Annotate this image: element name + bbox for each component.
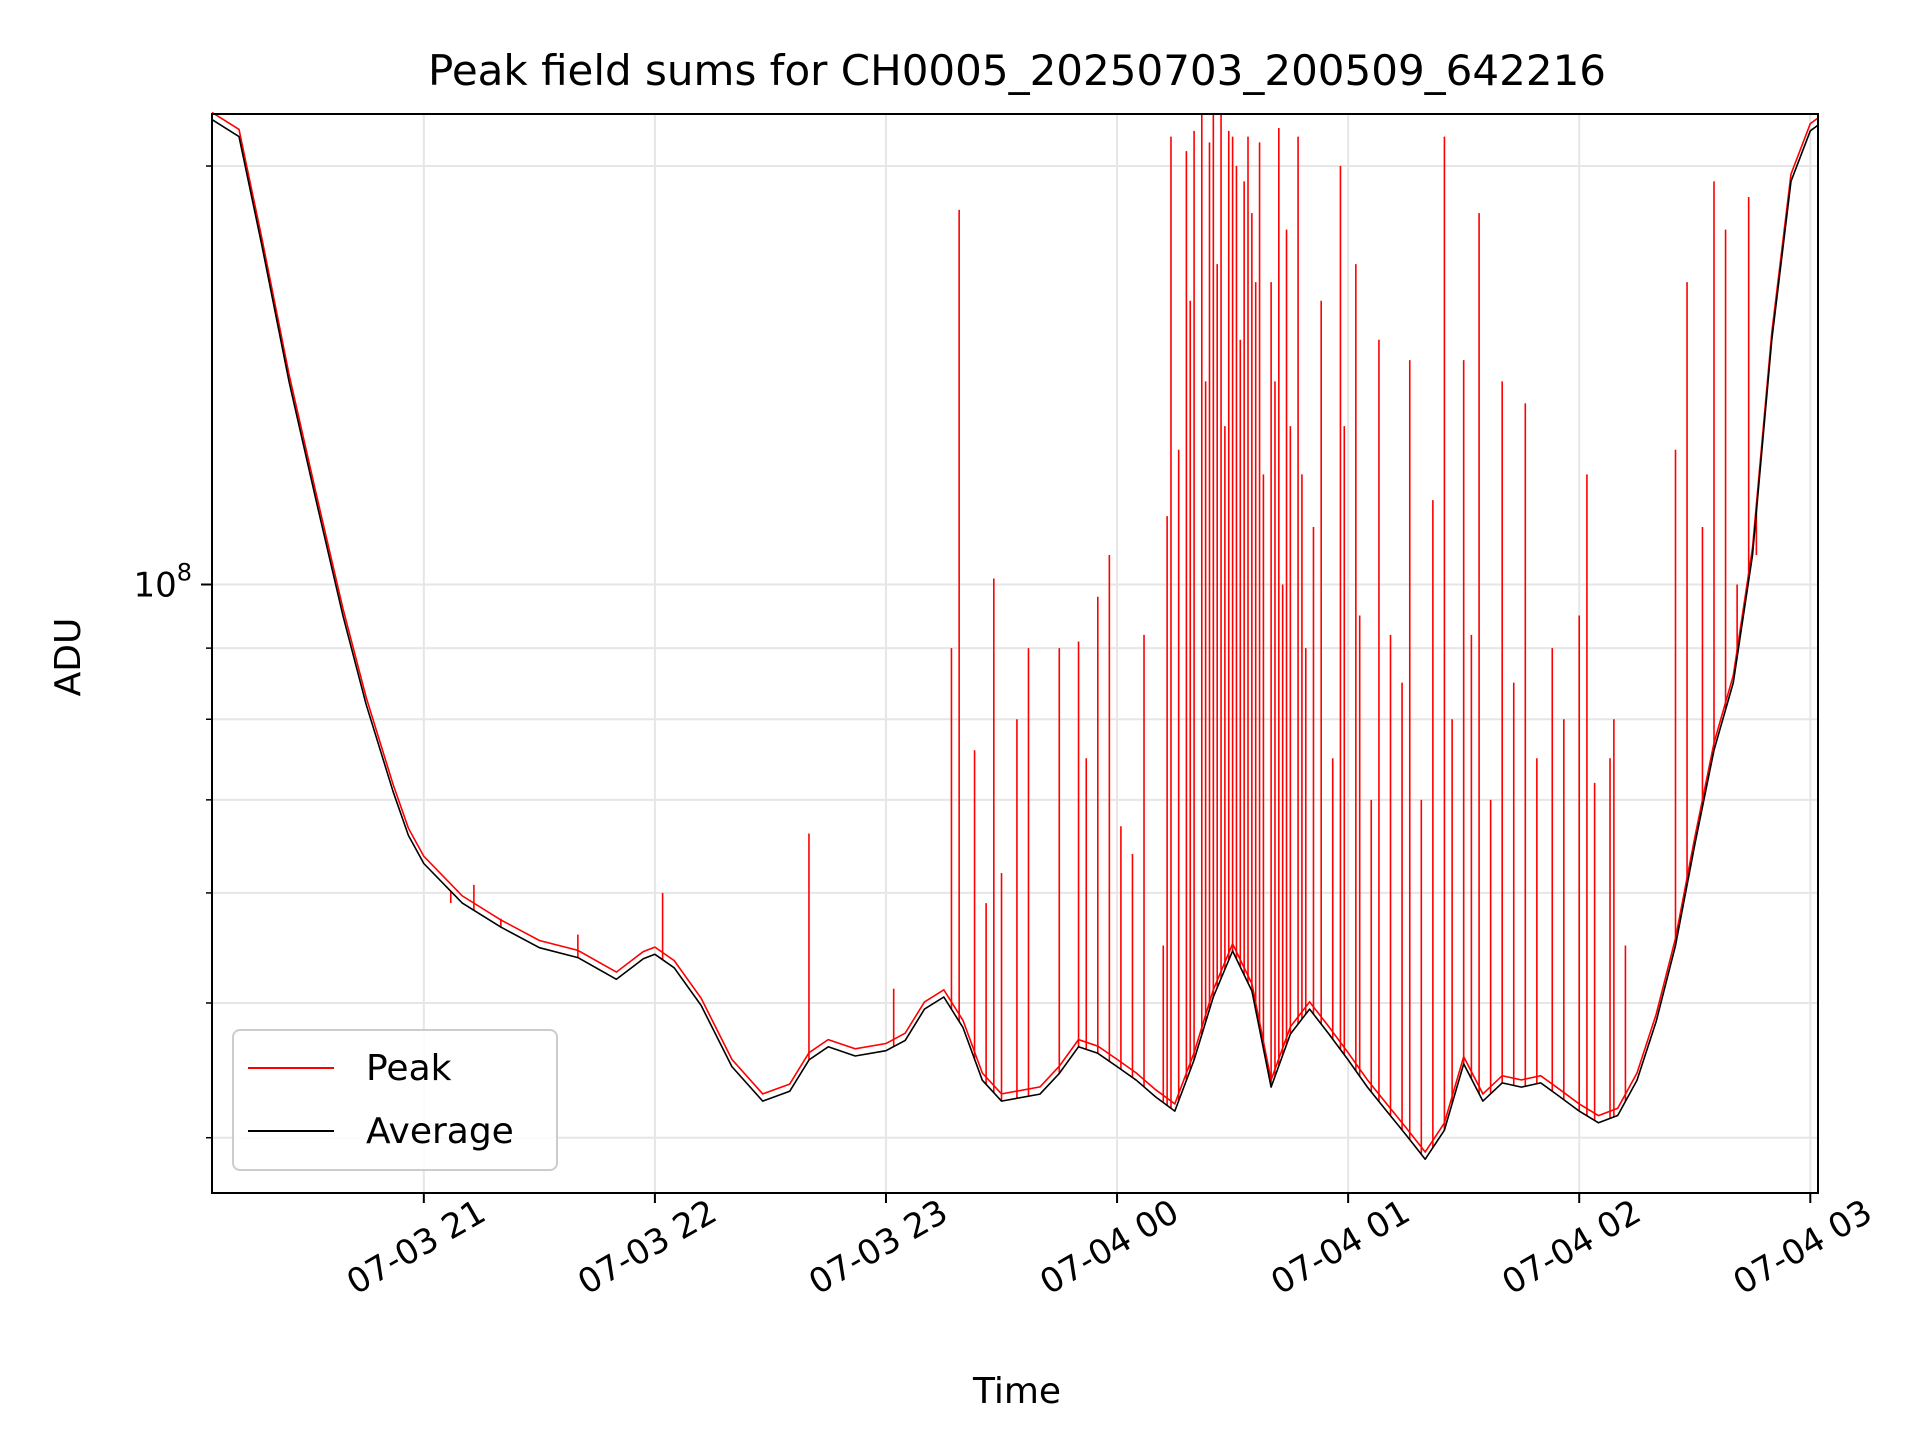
x-tick-label: 07-04 00	[1033, 1192, 1185, 1303]
x-axis-label: Time	[972, 1371, 1061, 1412]
series-peak-baseline	[211, 111, 1819, 1154]
legend-label-average: Average	[366, 1111, 514, 1152]
plot-series	[211, 111, 1819, 1160]
x-tick-label: 07-03 22	[571, 1192, 723, 1303]
legend-box	[232, 1029, 558, 1171]
x-tick-label: 07-04 01	[1264, 1192, 1416, 1303]
y-tick-label: 108	[133, 559, 192, 606]
x-tick-label: 07-03 21	[340, 1192, 492, 1303]
x-tick-label: 07-04 02	[1496, 1192, 1648, 1303]
legend: Peak Average	[232, 1029, 558, 1171]
series-average-line	[211, 118, 1819, 1160]
y-tick-label-base: 10	[133, 566, 176, 606]
y-tick-label-exponent: 8	[177, 559, 192, 587]
legend-label-peak: Peak	[366, 1048, 452, 1089]
x-tick-label: 07-03 23	[802, 1192, 954, 1303]
y-axis-ticks: 108	[133, 165, 212, 1139]
x-tick-label: 07-04 03	[1727, 1192, 1879, 1303]
chart-title: Peak field sums for CH0005_20250703_2005…	[428, 46, 1606, 95]
plot-frame	[211, 113, 1819, 1194]
y-axis-label: ADU	[48, 618, 89, 697]
x-axis-ticks: 07-03 21 07-03 22 07-03 23 07-04 00 07-04 01…	[340, 1192, 1879, 1303]
